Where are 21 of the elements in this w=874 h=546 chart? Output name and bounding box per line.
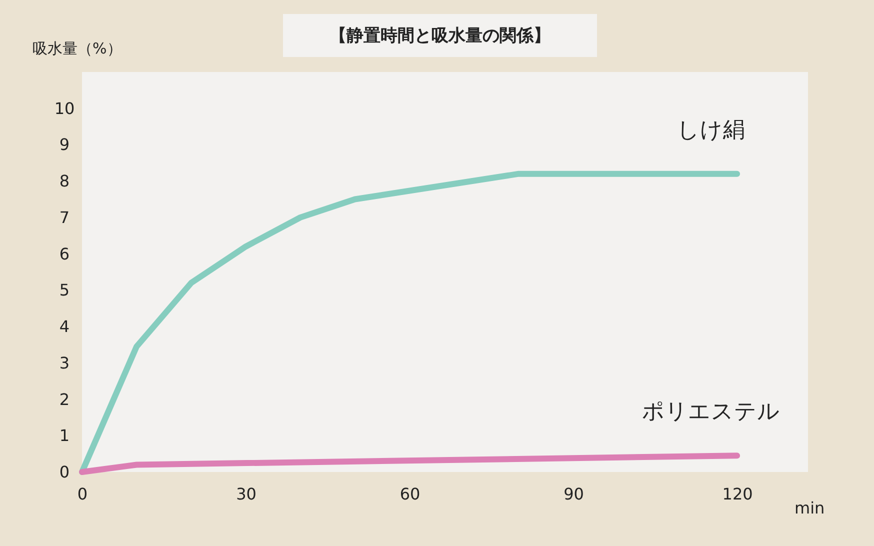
x-tick-label: 60	[400, 484, 420, 504]
y-tick-label: 5	[59, 280, 70, 300]
series-label: しけ絹	[677, 118, 746, 143]
y-tick-label: 3	[59, 353, 70, 372]
y-tick-label: 7	[59, 208, 70, 227]
y-tick-label: 2	[59, 390, 70, 409]
y-tick-label: 8	[59, 172, 70, 191]
x-tick-label: 90	[564, 484, 584, 504]
x-tick-label: 30	[236, 484, 256, 504]
x-tick-label: 0	[77, 484, 88, 504]
y-tick-label: 4	[59, 317, 70, 336]
y-tick-label: 10	[54, 98, 75, 118]
y-tick-label: 9	[59, 135, 70, 154]
chart-title: 【静置時間と吸水量の関係】	[283, 14, 597, 57]
y-tick-label: 1	[59, 426, 70, 446]
series-label: ポリエステル	[642, 400, 780, 425]
x-tick-label: 120	[722, 484, 753, 504]
y-axis-title: 吸水量（%）	[32, 40, 122, 58]
y-tick-label: 0	[59, 462, 70, 482]
y-tick-label: 6	[59, 244, 70, 264]
x-axis-title: min	[794, 498, 825, 518]
